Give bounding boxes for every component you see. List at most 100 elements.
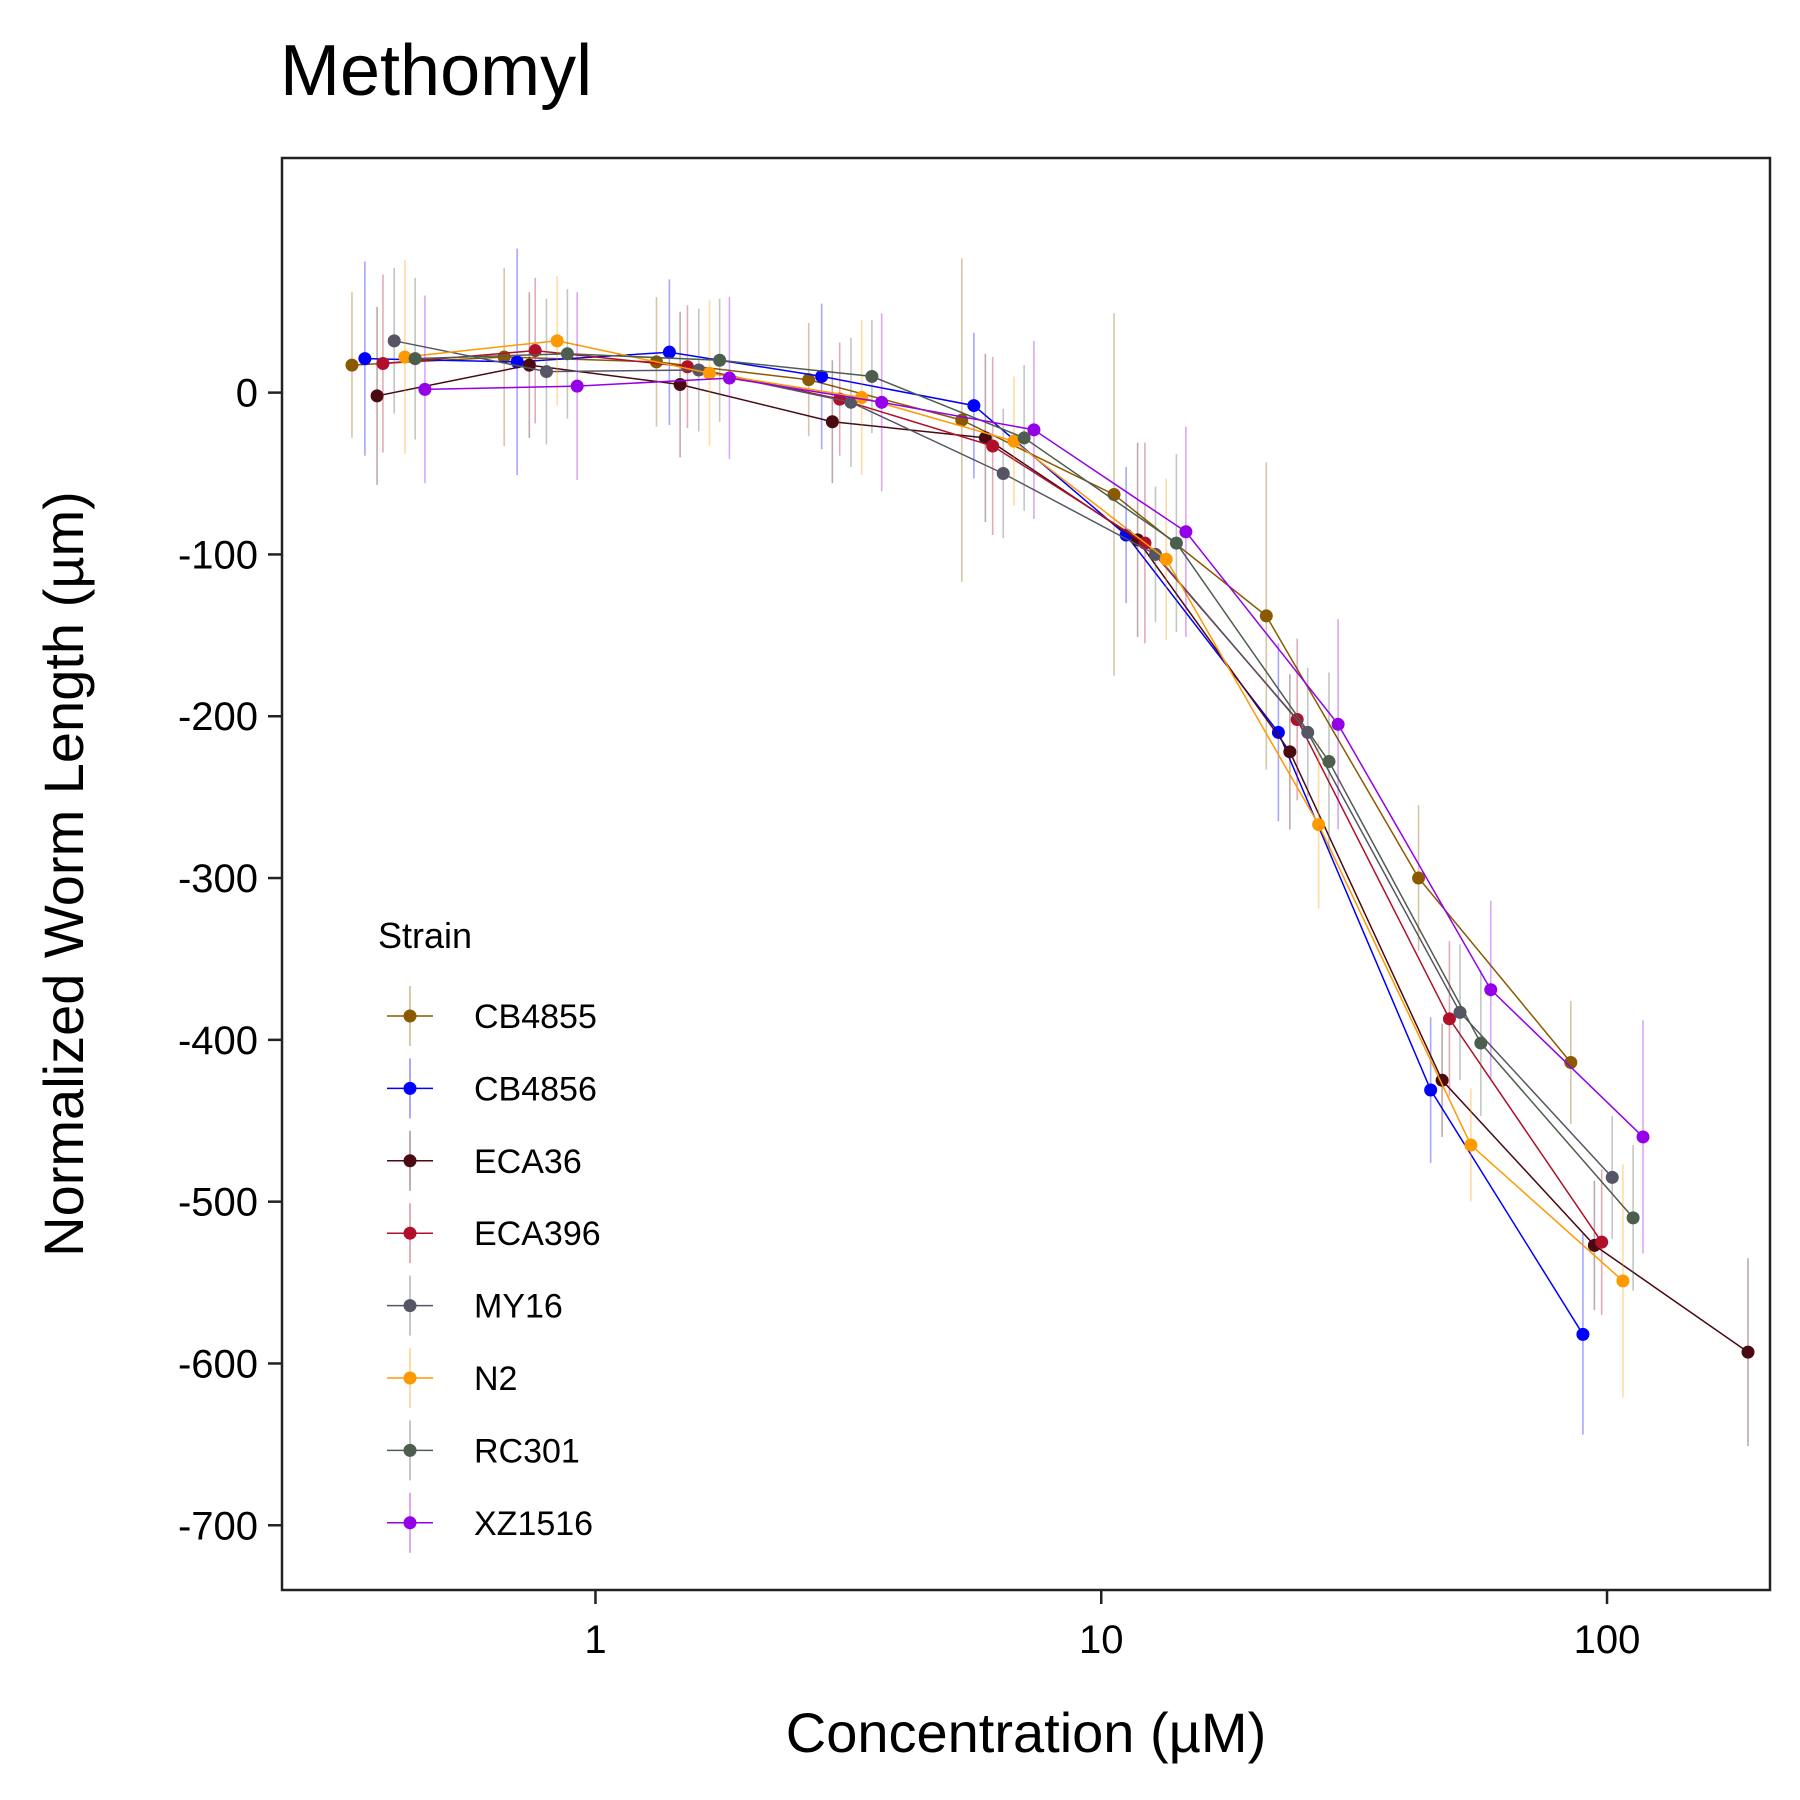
legend-label: MY16 — [474, 1288, 563, 1326]
data-point — [692, 363, 706, 377]
data-point — [1464, 1138, 1478, 1152]
x-tick-label: 1 — [584, 1618, 606, 1662]
data-point — [844, 395, 858, 409]
data-point — [1283, 745, 1297, 759]
legend-item-cb4855: CB4855 — [387, 986, 597, 1046]
data-point — [1007, 434, 1021, 448]
data-point — [1271, 725, 1285, 739]
data-point — [528, 344, 542, 358]
legend-label: ECA36 — [474, 1143, 582, 1181]
data-point — [1322, 755, 1336, 769]
x-axis-title: Concentration (µM) — [786, 1701, 1266, 1764]
y-tick-label: 0 — [236, 372, 258, 416]
data-point — [1741, 1345, 1755, 1359]
legend-point — [403, 1371, 417, 1385]
legend-label: CB4855 — [474, 998, 597, 1036]
data-point — [1027, 423, 1041, 437]
legend-item-cb4856: CB4856 — [387, 1058, 597, 1119]
data-point — [802, 373, 816, 387]
data-point — [345, 358, 359, 372]
plot-panel — [280, 156, 1772, 1592]
data-point — [560, 347, 574, 361]
chart-title: Methomyl — [280, 31, 592, 111]
data-point — [1159, 552, 1173, 566]
series-n2 — [398, 259, 1630, 1398]
data-point — [1484, 983, 1498, 997]
y-tick-label: -300 — [178, 857, 258, 901]
data-point — [570, 379, 584, 393]
data-point — [1259, 609, 1273, 623]
legend-point — [403, 1299, 417, 1313]
y-tick-label: -200 — [178, 695, 258, 739]
data-point — [680, 360, 694, 374]
y-tick-label: -100 — [178, 533, 258, 577]
data-point — [1424, 1083, 1438, 1097]
y-tick-label: -700 — [178, 1504, 258, 1548]
series-rc301 — [408, 277, 1640, 1291]
data-point — [387, 334, 401, 348]
legend-point — [403, 1443, 417, 1457]
data-point — [1626, 1211, 1640, 1225]
y-tick-label: -500 — [178, 1181, 258, 1225]
series-line — [376, 364, 1749, 1353]
data-point — [865, 369, 879, 383]
legend-item-eca396: ECA396 — [387, 1203, 601, 1264]
data-point — [1474, 1036, 1488, 1050]
legend-item-eca36: ECA36 — [387, 1130, 582, 1191]
data-point — [1412, 871, 1426, 885]
x-axis: 1 10 100 — [584, 1590, 1640, 1662]
data-point — [815, 369, 829, 383]
data-point — [1576, 1327, 1590, 1341]
data-point — [662, 345, 676, 359]
legend-label: N2 — [474, 1360, 517, 1398]
series-xz1516 — [418, 292, 1650, 1254]
legend-point — [403, 1226, 417, 1240]
data-point — [986, 439, 1000, 453]
data-point — [702, 366, 716, 380]
data-point — [1179, 525, 1193, 539]
legend-item-rc301: RC301 — [387, 1420, 580, 1481]
data-point — [418, 382, 432, 396]
legend-point — [403, 1081, 417, 1095]
data-point — [875, 395, 889, 409]
data-point — [1564, 1056, 1578, 1070]
legend-point — [403, 1154, 417, 1168]
data-point — [376, 356, 390, 370]
legend-point — [403, 1009, 417, 1023]
legend-title: Strain — [378, 915, 472, 956]
legend-label: CB4856 — [474, 1070, 597, 1108]
series-my16 — [387, 268, 1619, 1239]
legend: Strain CB4855 CB4856 ECA36 ECA396 MY16 N2 RC30… — [378, 915, 601, 1553]
data-point — [713, 353, 727, 367]
legend-label: XZ1516 — [474, 1505, 593, 1543]
data-point — [358, 352, 372, 366]
data-point — [1169, 536, 1183, 550]
data-point — [408, 352, 422, 366]
y-tick-label: -400 — [178, 1019, 258, 1063]
data-point — [370, 389, 384, 403]
x-tick-label: 10 — [1079, 1618, 1124, 1662]
data-point — [398, 350, 412, 364]
data-point — [825, 415, 839, 429]
data-point — [1442, 1012, 1456, 1026]
legend-label: RC301 — [474, 1432, 580, 1470]
data-point — [1605, 1170, 1619, 1184]
data-point — [1017, 431, 1031, 445]
legend-items: CB4855 CB4856 ECA36 ECA396 MY16 N2 RC301 XZ1516 — [387, 986, 601, 1553]
data-point — [550, 334, 564, 348]
legend-point — [403, 1516, 417, 1530]
legend-item-n2: N2 — [387, 1348, 517, 1408]
legend-label: ECA396 — [474, 1215, 601, 1253]
data-point — [967, 399, 981, 413]
plot-series — [345, 248, 1755, 1446]
x-tick-label: 100 — [1574, 1618, 1641, 1662]
series-eca36 — [370, 292, 1755, 1446]
y-axis-title: Normalized Worm Length (µm) — [32, 491, 95, 1257]
y-tick-label: -600 — [178, 1342, 258, 1386]
data-point — [1616, 1274, 1630, 1288]
data-point — [722, 371, 736, 385]
data-point — [1312, 818, 1326, 832]
data-point — [855, 390, 869, 404]
